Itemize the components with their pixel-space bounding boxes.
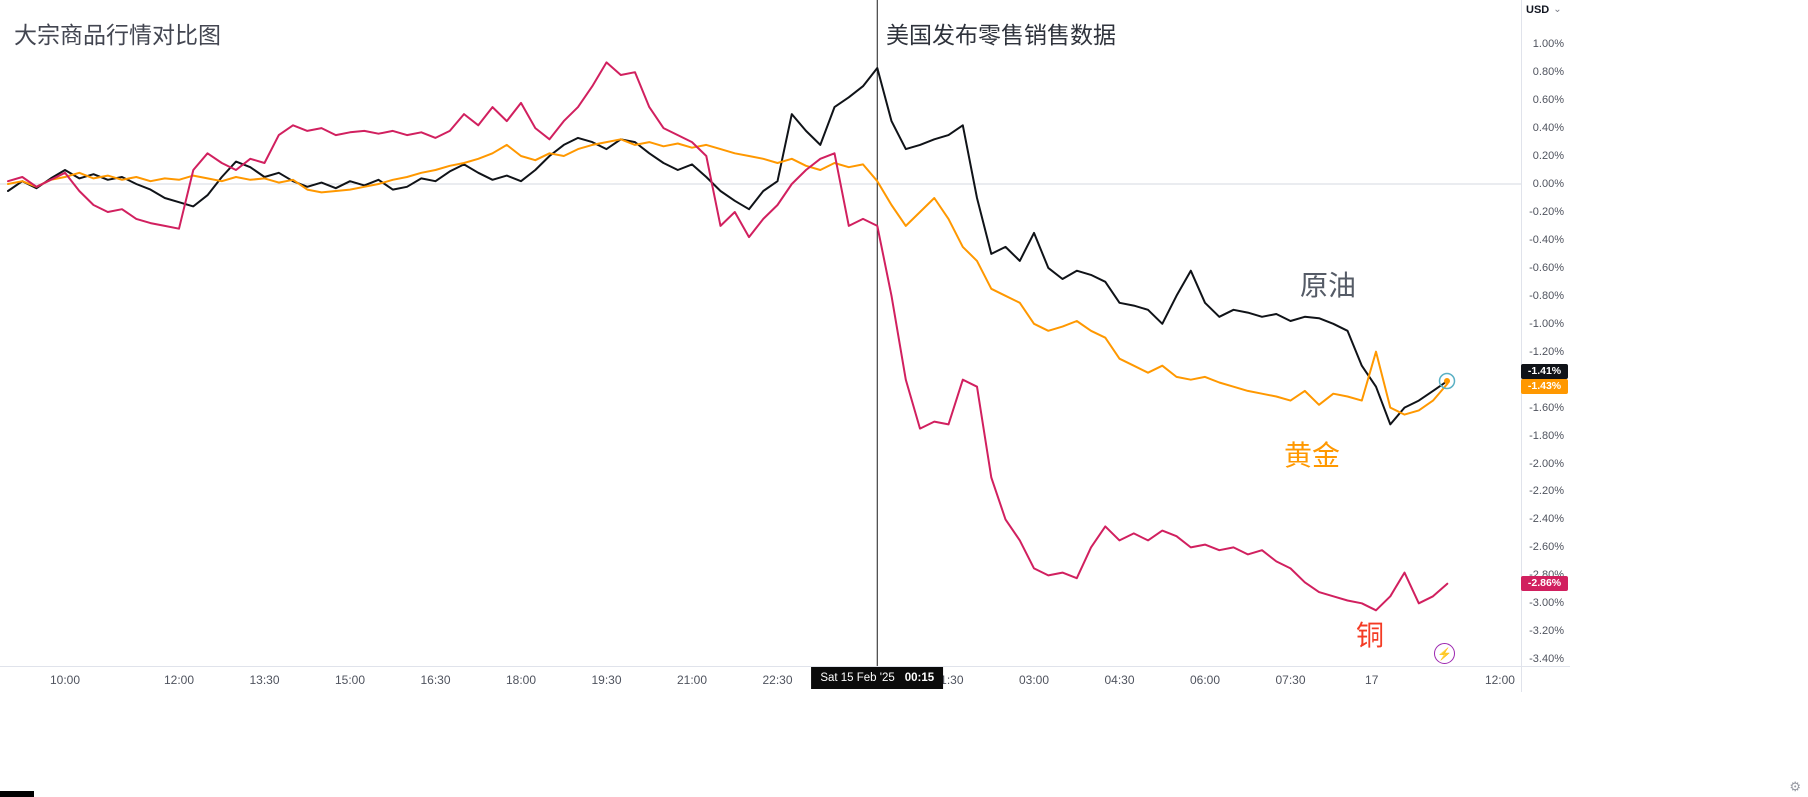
price-tag-copper: -2.86% — [1521, 576, 1568, 591]
y-axis-label: -3.40% — [1529, 653, 1564, 666]
x-axis-label: 12:00 — [1484, 673, 1515, 687]
y-axis-label: -2.40% — [1529, 513, 1564, 526]
event-annotation: 美国发布零售销售数据 — [886, 22, 1116, 48]
series-line-gold[interactable] — [7, 138, 1449, 416]
x-axis-label: 12:00 — [163, 673, 195, 687]
x-axis-label: 07:30 — [1275, 673, 1306, 687]
y-axis-label: -0.40% — [1529, 233, 1564, 246]
y-axis-label: -2.60% — [1529, 541, 1564, 554]
y-axis-label: -1.60% — [1529, 401, 1564, 414]
y-axis-label: 1.00% — [1532, 38, 1564, 51]
y-axis-label: 0.80% — [1532, 66, 1564, 79]
y-axis-label: 0.60% — [1532, 94, 1564, 107]
corner-artifact — [0, 791, 34, 797]
y-axis-label: -2.00% — [1529, 457, 1564, 470]
y-axis-label: -1.80% — [1529, 429, 1564, 442]
x-axis-label: 13:30 — [249, 673, 280, 687]
gear-icon[interactable]: ⚙ — [1789, 779, 1801, 795]
y-axis-label: 0.20% — [1532, 150, 1564, 163]
y-axis-label: 0.40% — [1532, 122, 1564, 135]
time-scale-separator — [0, 666, 1570, 667]
y-axis-label: -3.00% — [1529, 597, 1564, 610]
x-axis-label: 21:00 — [676, 673, 708, 687]
lightning-glyph: ⚡ — [1437, 646, 1452, 661]
series-line-copper[interactable] — [7, 61, 1449, 612]
y-axis-label: -0.20% — [1529, 205, 1564, 218]
x-axis-label: 10:00 — [49, 673, 81, 687]
price-tag-oil: -1.41% — [1521, 364, 1568, 379]
y-axis-label: -3.20% — [1529, 625, 1564, 638]
x-axis-label: 06:00 — [1189, 673, 1221, 687]
price-tag-gold: -1.43% — [1521, 379, 1568, 394]
series-label-oil: 原油 — [1300, 270, 1357, 301]
x-axis-label: 17 — [1365, 673, 1379, 687]
event-time-tag: Sat 15 Feb '25 00:15 — [811, 667, 944, 689]
series-label-copper: 铜 — [1356, 620, 1385, 651]
currency-selector[interactable]: USD ⌄ — [1526, 4, 1562, 16]
x-axis-label: 18:00 — [505, 673, 537, 687]
y-axis-label: -2.20% — [1529, 485, 1564, 498]
y-axis-label: 0.00% — [1532, 178, 1564, 190]
x-axis-label: 22:30 — [762, 673, 793, 687]
x-axis-label: 16:30 — [420, 673, 451, 687]
series-line-oil[interactable] — [7, 67, 1449, 426]
page-title: 大宗商品行情对比图 — [14, 22, 221, 48]
y-axis-label: -0.80% — [1529, 289, 1564, 302]
event-time: 00:15 — [904, 672, 935, 684]
chevron-down-icon: ⌄ — [1553, 4, 1562, 15]
price-scale-separator — [1521, 0, 1522, 692]
y-axis-label: -0.60% — [1529, 261, 1564, 274]
y-axis-label: -1.00% — [1529, 317, 1564, 330]
currency-label: USD — [1526, 4, 1550, 16]
series-label-gold: 黄金 — [1284, 440, 1341, 471]
y-axis-label: -1.20% — [1529, 345, 1564, 358]
chart-plot[interactable] — [0, 0, 1522, 666]
event-date: Sat 15 Feb '25 — [820, 672, 895, 684]
gear-glyph: ⚙ — [1789, 779, 1801, 794]
x-axis-label: 03:00 — [1018, 673, 1050, 687]
lightning-icon[interactable]: ⚡ — [1434, 643, 1455, 664]
x-axis-label: 15:00 — [334, 673, 366, 687]
time-scale[interactable]: 10:00 12:00 13:30 15:00 16:30 18:00 19:30 21:00… — [0, 666, 1522, 692]
last-price-marker — [1438, 372, 1456, 390]
price-scale[interactable]: 1.00% 0.80% 0.60% 0.40% 0.20% 0.00% -0.20% -0.4… — [1522, 0, 1568, 666]
x-axis-label: 04:30 — [1104, 673, 1135, 687]
x-axis-label: 19:30 — [591, 673, 622, 687]
